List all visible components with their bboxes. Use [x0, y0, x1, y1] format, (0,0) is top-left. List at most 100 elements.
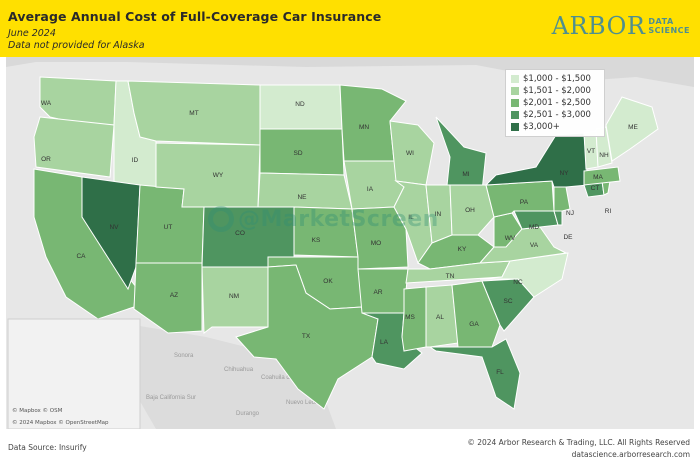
state-label-ia: IA: [367, 186, 374, 193]
state-label-la: LA: [380, 339, 389, 346]
state-az[interactable]: [133, 262, 203, 334]
state-label-wi: WI: [406, 150, 414, 157]
map-credit-long[interactable]: © 2024 Mapbox © OpenStreetMap: [12, 420, 109, 426]
bg-label-durango: Durango: [236, 411, 260, 417]
state-label-sc: SC: [503, 298, 512, 305]
bg-label-baja-sur: Baja California Sur: [146, 395, 196, 401]
state-label-ca: CA: [76, 253, 86, 260]
state-label-vt: VT: [587, 148, 595, 155]
website-link[interactable]: datascience.arborresearch.com: [571, 450, 690, 459]
state-label-oh: OH: [465, 207, 475, 214]
legend-swatch: [511, 111, 519, 119]
bg-label-nuevo-leon: Nuevo León: [286, 400, 318, 406]
state-label-me: ME: [628, 124, 638, 131]
legend-label: $2,001 - $2,500: [523, 98, 591, 108]
legend-swatch: [511, 75, 519, 83]
state-label-ks: KS: [312, 237, 321, 244]
copyright: © 2024 Arbor Research & Trading, LLC. Al…: [467, 438, 690, 447]
brand-sub-bottom: SCIENCE: [648, 26, 690, 35]
state-label-wy: WY: [213, 172, 224, 179]
state-label-de: DE: [563, 234, 573, 241]
state-nm[interactable]: [201, 266, 269, 334]
state-label-pa: PA: [520, 199, 529, 206]
legend-label: $3,000+: [523, 122, 560, 132]
arbor-logo: Arbor DATA SCIENCE: [552, 14, 690, 38]
state-label-sd: SD: [293, 150, 302, 157]
state-or[interactable]: [33, 116, 115, 178]
brand-sub-top: DATA: [648, 17, 674, 26]
state-ny[interactable]: [484, 132, 589, 188]
legend-label: $1,000 - $1,500: [523, 74, 591, 84]
subtitle-note: Data not provided for Alaska: [8, 40, 145, 51]
state-label-ri: RI: [605, 208, 612, 215]
bg-label-chihuahua: Chihuahua: [224, 367, 254, 373]
legend-item[interactable]: $1,501 - $2,000: [511, 85, 599, 97]
state-label-co: CO: [235, 230, 245, 237]
state-label-ga: GA: [469, 321, 479, 328]
state-label-or: OR: [41, 156, 51, 163]
hawaii-inset: [7, 318, 141, 429]
state-ma[interactable]: [583, 166, 621, 186]
mexico-land: [116, 322, 336, 429]
state-label-tn: TN: [446, 273, 455, 280]
state-label-az: AZ: [170, 292, 178, 299]
brand-name: Arbor: [551, 12, 646, 40]
state-tx[interactable]: [235, 264, 379, 410]
canada-land: [6, 57, 694, 87]
state-ne[interactable]: [257, 172, 353, 210]
state-nv[interactable]: [81, 176, 141, 291]
state-label-nh: NH: [599, 152, 609, 159]
legend-item[interactable]: $1,000 - $1,500: [511, 73, 599, 85]
state-me[interactable]: [605, 96, 659, 162]
state-label-md: MD: [529, 224, 539, 231]
map-legend: $1,000 - $1,500 $1,501 - $2,000 $2,001 -…: [505, 69, 605, 137]
legend-item[interactable]: $3,000+: [511, 121, 599, 133]
data-source: Data Source: Insurify: [8, 443, 87, 452]
state-ga[interactable]: [451, 280, 501, 348]
marketscreen-watermark: @MarketScreen: [208, 206, 439, 232]
state-ar[interactable]: [357, 268, 409, 314]
state-label-nj: NJ: [566, 210, 574, 217]
watermark-text: @MarketScreen: [238, 206, 439, 232]
legend-swatch: [511, 123, 519, 131]
state-label-va: VA: [530, 242, 539, 249]
legend-item[interactable]: $2,501 - $3,000: [511, 109, 599, 121]
state-nc[interactable]: [479, 252, 569, 298]
watermark-logo-icon: [208, 206, 234, 232]
legend-item[interactable]: $2,001 - $2,500: [511, 97, 599, 109]
subtitle-date: June 2024: [8, 28, 56, 39]
state-label-ok: OK: [323, 278, 333, 285]
state-label-il: IL: [408, 214, 414, 221]
state-nj[interactable]: [553, 186, 571, 212]
state-label-ma: MA: [593, 174, 603, 181]
state-label-ar: AR: [373, 289, 382, 296]
bg-label-sonora: Sonora: [174, 353, 194, 359]
state-label-nv: NV: [109, 224, 119, 231]
state-label-nd: ND: [295, 101, 305, 108]
state-fl[interactable]: [428, 338, 521, 410]
state-label-ms: MS: [405, 314, 415, 321]
state-label-in: IN: [435, 211, 442, 218]
map-credit-short[interactable]: © Mapbox © OSM: [12, 408, 63, 414]
state-label-fl: FL: [496, 369, 504, 376]
state-label-mt: MT: [189, 110, 198, 117]
states-layer: [33, 76, 659, 410]
state-al[interactable]: [425, 284, 459, 348]
state-label-ne: NE: [297, 194, 307, 201]
state-label-nc: NC: [513, 279, 523, 286]
state-label-tx: TX: [302, 333, 311, 340]
state-oh[interactable]: [449, 184, 495, 236]
state-label-wv: WV: [505, 235, 516, 242]
state-mi[interactable]: [435, 116, 487, 196]
state-label-mn: MN: [359, 124, 369, 131]
state-label-al: AL: [436, 314, 444, 321]
state-label-ny: NY: [559, 170, 569, 177]
chart-title: Average Annual Cost of Full-Coverage Car…: [8, 9, 382, 24]
state-label-ut: UT: [164, 224, 173, 231]
map-svg: Sonora Chihuahua Coahuila de Zaragoza Nu…: [6, 57, 694, 429]
state-label-mi: MI: [462, 171, 469, 178]
state-label-nm: NM: [229, 293, 239, 300]
state-label-id: ID: [132, 157, 139, 164]
header-banner: Average Annual Cost of Full-Coverage Car…: [0, 0, 700, 57]
legend-swatch: [511, 87, 519, 95]
